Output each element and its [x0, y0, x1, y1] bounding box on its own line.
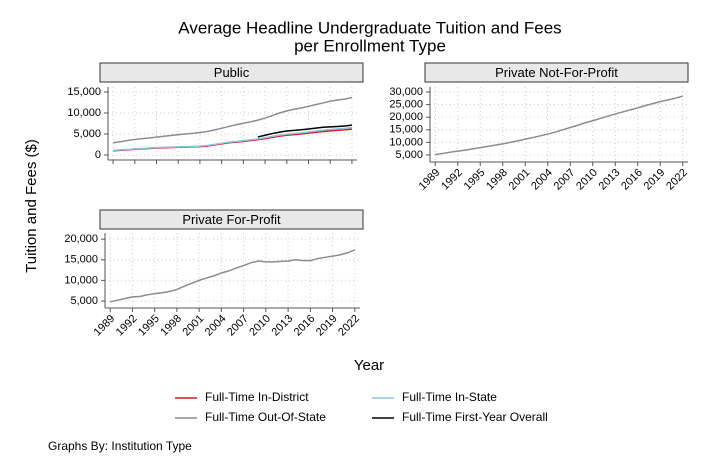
- figure-title: per Enrollment Type: [294, 36, 446, 55]
- y-tick-label: 15,000: [389, 124, 423, 136]
- y-tick-label: 25,000: [389, 99, 423, 111]
- legend-label: Full-Time First-Year Overall: [402, 410, 548, 424]
- y-tick-label: 20,000: [389, 111, 423, 123]
- panel-strip: [99, 209, 364, 230]
- y-tick-label: 30,000: [389, 86, 423, 98]
- y-tick-label: 10,000: [64, 274, 98, 286]
- series-line: [257, 124, 353, 138]
- x-axis-label: Year: [354, 357, 384, 374]
- y-tick-label: 5,000: [70, 295, 98, 307]
- panel-title: Private For-Profit: [182, 212, 281, 227]
- y-tick-label: 20,000: [64, 233, 98, 245]
- y-tick-label: 15,000: [64, 254, 98, 266]
- panel-title: Private Not-For-Profit: [495, 65, 618, 80]
- figure-title: Average Headline Undergraduate Tuition a…: [178, 18, 561, 37]
- series-line: [435, 95, 683, 156]
- legend-label: Full-Time In-District: [205, 390, 309, 404]
- panel-strip: [99, 62, 364, 83]
- y-tick-label: 10,000: [389, 136, 423, 148]
- series-line: [110, 249, 356, 303]
- panel-strip: [424, 62, 689, 83]
- note: Graphs By: Institution Type: [48, 439, 192, 453]
- y-tick-label: 5,000: [395, 149, 423, 161]
- y-tick-label: 15,000: [67, 86, 101, 98]
- y-axis-label: Tuition and Fees ($): [23, 139, 40, 273]
- series-line: [112, 96, 353, 144]
- y-tick-label: 0: [95, 149, 101, 161]
- y-tick-label: 10,000: [67, 107, 101, 119]
- legend-label: Full-Time In-State: [402, 390, 497, 404]
- legend-label: Full-Time Out-Of-State: [205, 410, 326, 424]
- panel-title: Public: [214, 65, 250, 80]
- series-line: [113, 126, 353, 152]
- y-tick-label: 5,000: [73, 128, 101, 140]
